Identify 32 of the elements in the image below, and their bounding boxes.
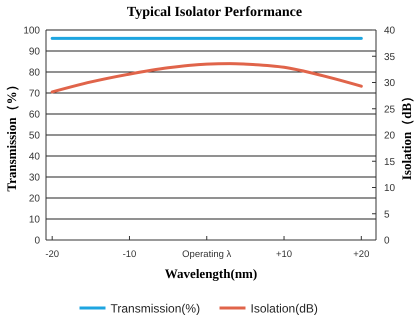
y2-tick-label: 25 [384, 104, 396, 116]
x-tick-label: +10 [276, 249, 292, 260]
y2-tick-label: 30 [384, 78, 396, 89]
y2-tick-label: 0 [384, 236, 390, 246]
y-tick-label: 0 [34, 236, 40, 246]
legend-label: Transmission(%) [110, 302, 200, 316]
y-tick-label: 40 [28, 152, 40, 162]
y-tick-label: 70 [28, 88, 40, 100]
y-tick-label: 50 [28, 130, 40, 142]
x-tick-label: -10 [122, 249, 136, 260]
y-tick-label: 10 [28, 214, 40, 226]
y2-tick-label: 10 [384, 183, 396, 194]
x-tick-label: +20 [353, 249, 370, 260]
y-tick-label: 20 [28, 194, 40, 204]
y2-tick-label: 20 [384, 130, 396, 142]
y2-tick-label: 5 [384, 209, 390, 220]
y2-tick-label: 40 [384, 26, 396, 36]
x-axis-title: Wavelength(nm) [164, 266, 258, 281]
y-tick-label: 60 [28, 110, 40, 120]
y-tick-label: 80 [28, 68, 40, 78]
y2-axis-title: Isolation（dB） [399, 90, 414, 180]
y-tick-label: 100 [23, 26, 40, 36]
chart-title: Typical Isolator Performance [126, 5, 302, 20]
y2-tick-label: 35 [384, 52, 396, 63]
x-tick-label: Operating λ [182, 249, 232, 260]
line-series [50, 62, 363, 94]
x-tick-label: -20 [45, 249, 60, 260]
y-tick-label: 90 [28, 46, 40, 58]
legend-label: Isolation(dB) [250, 302, 318, 316]
y-axis-title: Transmission（%） [4, 78, 19, 192]
y2-tick-label: 15 [384, 156, 396, 168]
y-tick-label: 30 [28, 172, 40, 184]
